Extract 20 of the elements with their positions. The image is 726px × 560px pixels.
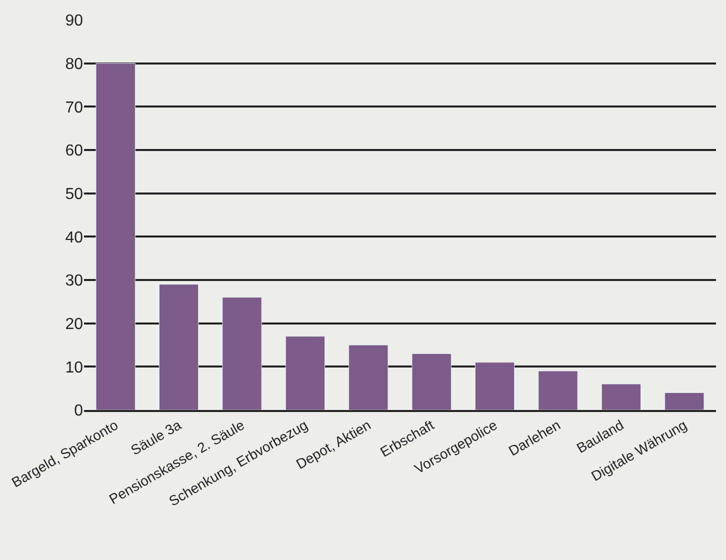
- y-tick-label: 50: [65, 186, 84, 203]
- y-tick-label: 90: [65, 12, 84, 30]
- bar: [474, 362, 515, 410]
- y-tick-label: 30: [65, 272, 84, 290]
- y-tick-label: 0: [74, 402, 84, 420]
- bar: [222, 297, 262, 410]
- y-tick-label: 20: [65, 316, 84, 333]
- bar: [538, 370, 578, 410]
- y-tick-label: 10: [65, 359, 84, 376]
- bar: [96, 63, 136, 410]
- y-tick-label: 70: [65, 99, 84, 116]
- bar: [348, 344, 388, 410]
- y-tick-label: 40: [65, 229, 84, 246]
- y-tick-label: 80: [65, 56, 84, 73]
- bar: [285, 336, 326, 410]
- bar: [601, 384, 642, 410]
- bar: [158, 284, 199, 410]
- y-tick-label: 60: [65, 142, 84, 160]
- bar: [664, 392, 704, 410]
- bar: [412, 353, 452, 410]
